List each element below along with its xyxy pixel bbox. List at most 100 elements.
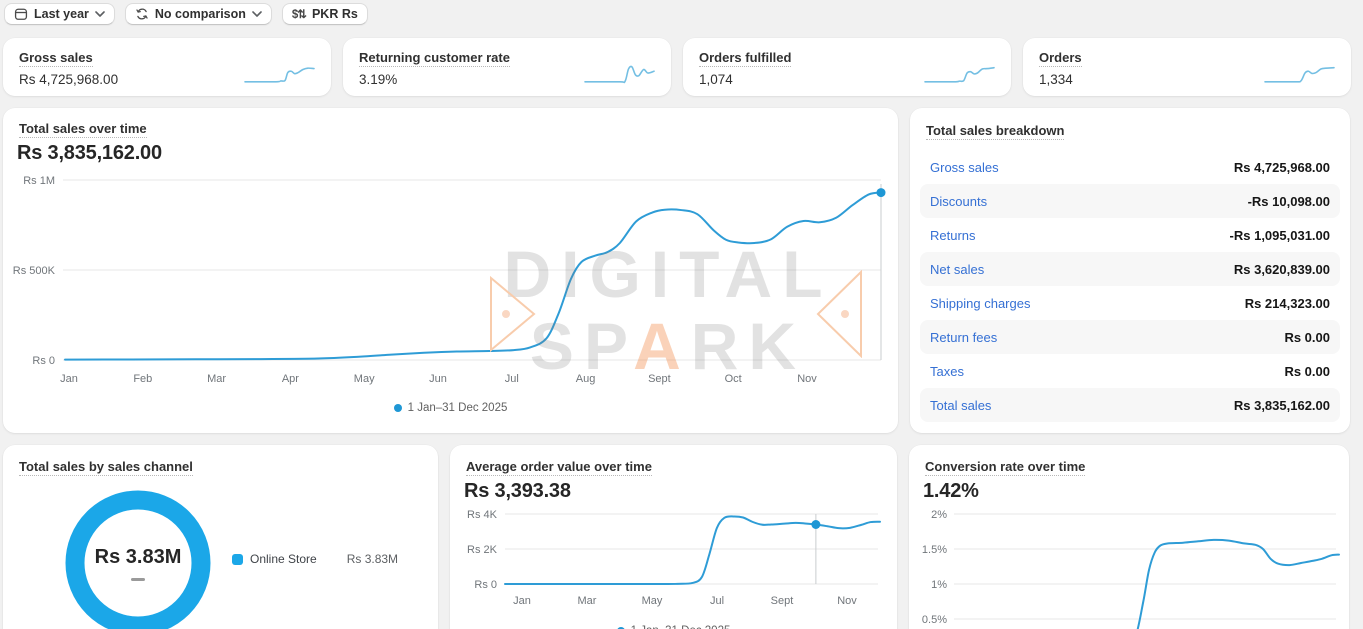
breakdown-row: Total sales Rs 3,835,162.00 <box>920 388 1340 422</box>
svg-text:Oct: Oct <box>725 373 742 385</box>
breakdown-link[interactable]: Returns <box>930 227 976 243</box>
svg-text:Rs 2K: Rs 2K <box>467 544 498 556</box>
metric-cards-row: Gross sales Rs 4,725,968.00 Returning cu… <box>3 38 1351 96</box>
svg-text:Aug: Aug <box>576 373 596 385</box>
breakdown-value: -Rs 10,098.00 <box>1247 193 1330 209</box>
chart-title[interactable]: Conversion rate over time <box>925 459 1086 476</box>
svg-text:1.5%: 1.5% <box>922 544 947 556</box>
svg-text:Rs 0: Rs 0 <box>32 355 55 367</box>
breakdown-value: -Rs 1,095,031.00 <box>1229 227 1330 243</box>
channel-legend: Online Store Rs 3.83M <box>232 552 398 566</box>
chevron-down-icon <box>95 11 105 17</box>
chart-legend: 1 Jan–31 Dec 2025 <box>450 625 897 629</box>
metric-card-orders-fulfilled[interactable]: Orders fulfilled 1,074 <box>683 38 1011 96</box>
comparison-button[interactable]: No comparison <box>124 3 272 25</box>
breakdown-link[interactable]: Total sales <box>930 397 992 413</box>
svg-text:Jul: Jul <box>710 595 724 607</box>
metric-value: 1,074 <box>699 72 733 87</box>
breakdown-value: Rs 0.00 <box>1284 363 1330 379</box>
donut-center-dash <box>131 577 145 581</box>
svg-text:Nov: Nov <box>797 373 817 385</box>
svg-text:Sept: Sept <box>771 595 794 607</box>
chevron-down-icon <box>252 11 262 17</box>
svg-text:Apr: Apr <box>282 373 299 385</box>
sparkline-chart <box>244 67 315 83</box>
breakdown-value: Rs 3,835,162.00 <box>1233 397 1330 413</box>
legend-label: Online Store <box>250 552 317 566</box>
average-order-value-card: Average order value over time Rs 3,393.3… <box>450 445 897 629</box>
breakdown-link[interactable]: Taxes <box>930 363 964 379</box>
svg-text:May: May <box>642 595 663 607</box>
chart-title[interactable]: Total sales over time <box>19 121 147 138</box>
chart-title[interactable]: Total sales by sales channel <box>19 459 193 476</box>
main-row: Total sales over time Rs 3,835,162.00 Rs… <box>3 108 1351 433</box>
svg-text:Rs 500K: Rs 500K <box>13 265 56 277</box>
compare-arrows-icon <box>135 7 149 21</box>
svg-text:Jan: Jan <box>60 373 78 385</box>
sparkline-chart <box>584 65 655 84</box>
breakdown-link[interactable]: Gross sales <box>930 159 999 175</box>
svg-text:Mar: Mar <box>207 373 226 385</box>
metric-card-gross-sales[interactable]: Gross sales Rs 4,725,968.00 <box>3 38 331 96</box>
metric-title[interactable]: Orders fulfilled <box>699 50 792 67</box>
breakdown-row: Returns -Rs 1,095,031.00 <box>920 218 1340 252</box>
breakdown-link[interactable]: Net sales <box>930 261 985 277</box>
metric-value: 1,334 <box>1039 72 1073 87</box>
breakdown-row: Return fees Rs 0.00 <box>920 320 1340 354</box>
aov-line-chart[interactable]: Rs 4K Rs 2K Rs 0 Jan Mar May Jul Sept Nov <box>450 505 897 629</box>
chart-value: 1.42% <box>923 480 979 502</box>
chart-value: Rs 3,835,162.00 <box>17 142 162 164</box>
chart-legend: 1 Jan–31 Dec 2025 <box>3 402 898 414</box>
svg-text:May: May <box>354 373 375 385</box>
total-sales-breakdown-card: Total sales breakdown Gross sales Rs 4,72… <box>910 108 1350 433</box>
date-range-button[interactable]: Last year <box>4 3 115 25</box>
donut-center-value: Rs 3.83M <box>94 545 182 568</box>
toolbar: Last year No comparison $⇅ PKR Rs <box>0 0 1363 28</box>
svg-text:Sept: Sept <box>648 373 671 385</box>
chart-value: Rs 3,393.38 <box>464 480 571 502</box>
sparkline-chart <box>924 66 995 83</box>
svg-text:Mar: Mar <box>578 595 597 607</box>
svg-text:Rs 1M: Rs 1M <box>23 175 55 187</box>
currency-button[interactable]: $⇅ PKR Rs <box>281 3 368 25</box>
channel-donut-chart[interactable] <box>58 483 218 629</box>
breakdown-value: Rs 0.00 <box>1284 329 1330 345</box>
metric-value: 3.19% <box>359 72 398 87</box>
svg-text:Rs 0: Rs 0 <box>474 579 497 591</box>
breakdown-link[interactable]: Discounts <box>930 193 988 209</box>
breakdown-link[interactable]: Return fees <box>930 329 998 345</box>
total-sales-line-chart[interactable]: Rs 1M Rs 500K Rs 0 Jan Feb Mar Apr May Jun Jul Aug… <box>3 170 898 394</box>
legend-label: 1 Jan–31 Dec 2025 <box>407 402 508 414</box>
metric-title[interactable]: Orders <box>1039 50 1082 67</box>
breakdown-value: Rs 3,620,839.00 <box>1233 261 1330 277</box>
breakdown-row: Discounts -Rs 10,098.00 <box>920 184 1340 218</box>
donut-center: Rs 3.83M <box>58 483 218 629</box>
legend-square-icon <box>232 553 243 565</box>
legend-value: Rs 3.83M <box>346 552 399 566</box>
breakdown-row: Taxes Rs 0.00 <box>920 354 1340 388</box>
legend-label: 1 Jan–31 Dec 2025 <box>631 625 731 629</box>
metric-title[interactable]: Returning customer rate <box>359 50 510 67</box>
svg-text:Jan: Jan <box>513 595 531 607</box>
breakdown-value: Rs 4,725,968.00 <box>1233 159 1330 175</box>
breakdown-link[interactable]: Shipping charges <box>930 295 1031 311</box>
breakdown-row: Gross sales Rs 4,725,968.00 <box>920 150 1340 184</box>
chart-title[interactable]: Average order value over time <box>466 459 652 476</box>
legend-dot-icon <box>616 627 625 629</box>
svg-text:1%: 1% <box>931 579 947 591</box>
date-range-label: Last year <box>34 7 89 21</box>
metric-card-orders[interactable]: Orders 1,334 <box>1023 38 1351 96</box>
breakdown-title[interactable]: Total sales breakdown <box>926 123 1065 140</box>
svg-text:Feb: Feb <box>133 373 152 385</box>
calendar-icon <box>14 7 28 21</box>
svg-text:Rs 4K: Rs 4K <box>467 509 498 521</box>
sales-by-channel-card: Total sales by sales channel Rs 3.83M On… <box>3 445 438 629</box>
metric-card-returning-customer-rate[interactable]: Returning customer rate 3.19% <box>343 38 671 96</box>
breakdown-value: Rs 214,323.00 <box>1244 295 1330 311</box>
total-sales-over-time-card: Total sales over time Rs 3,835,162.00 Rs… <box>3 108 898 433</box>
bottom-row: Total sales by sales channel Rs 3.83M On… <box>3 445 1351 629</box>
currency-exchange-icon: $⇅ <box>291 9 307 21</box>
metric-title[interactable]: Gross sales <box>19 50 93 67</box>
currency-label: PKR Rs <box>311 7 358 21</box>
